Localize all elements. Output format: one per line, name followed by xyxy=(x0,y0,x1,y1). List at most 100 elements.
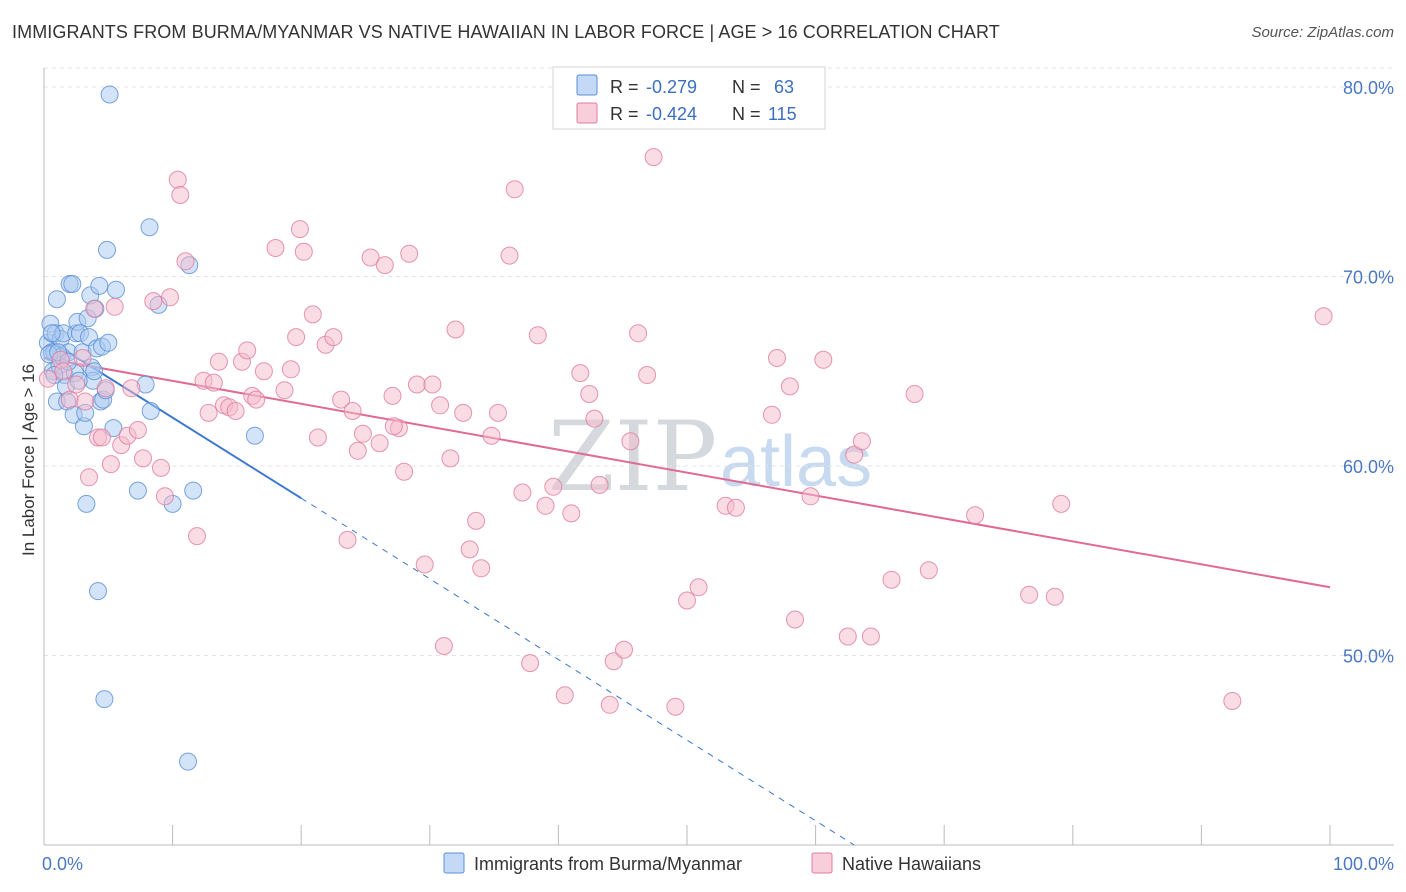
legend-n-label-hawaiian: N = xyxy=(732,104,761,124)
point-hawaiian-112 xyxy=(1020,585,1039,604)
point-hawaiian-101 xyxy=(786,610,804,629)
point-hawaiian-39 xyxy=(266,239,285,257)
point-hawaiian-0 xyxy=(38,369,57,388)
legend: R = -0.279 N = 63 R = -0.424 N = 115 xyxy=(552,66,826,130)
point-hawaiian-105 xyxy=(845,445,864,464)
point-burma-45 xyxy=(128,481,147,500)
point-hawaiian-68 xyxy=(454,403,473,422)
point-hawaiian-79 xyxy=(536,496,555,515)
point-hawaiian-72 xyxy=(482,426,501,445)
point-hawaiian-26 xyxy=(188,527,206,546)
point-hawaiian-42 xyxy=(287,328,306,347)
point-hawaiian-88 xyxy=(604,652,623,671)
point-hawaiian-5 xyxy=(73,349,92,367)
point-hawaiian-92 xyxy=(638,366,657,384)
point-hawaiian-118 xyxy=(384,417,403,436)
point-hawaiian-106 xyxy=(852,432,871,451)
legend-swatch-burma xyxy=(576,74,598,96)
legend-n-value-hawaiian: 115 xyxy=(768,104,797,124)
point-hawaiian-99 xyxy=(762,405,781,424)
point-hawaiian-49 xyxy=(332,390,351,409)
point-hawaiian-20 xyxy=(152,458,170,477)
legend-r-value-burma: -0.279 xyxy=(646,77,697,97)
point-hawaiian-18 xyxy=(134,449,152,468)
bottom-legend-swatch-hawaiian xyxy=(811,852,833,874)
point-burma-52 xyxy=(184,481,203,500)
point-hawaiian-17 xyxy=(128,421,147,439)
point-burma-6 xyxy=(47,290,66,309)
point-hawaiian-67 xyxy=(446,320,465,339)
point-hawaiian-90 xyxy=(621,432,640,451)
chart-title: IMMIGRANTS FROM BURMA/MYANMAR VS NATIVE … xyxy=(12,22,1000,42)
point-hawaiian-7 xyxy=(80,468,98,487)
point-hawaiian-24 xyxy=(171,186,190,204)
point-hawaiian-22 xyxy=(161,288,179,307)
point-hawaiian-55 xyxy=(370,434,389,453)
watermark-atlas: atlas xyxy=(720,422,872,502)
point-hawaiian-4 xyxy=(67,375,86,394)
point-hawaiian-44 xyxy=(294,242,313,261)
point-hawaiian-103 xyxy=(814,350,833,369)
legend-swatch-hawaiian xyxy=(576,102,598,124)
point-burma-41 xyxy=(98,240,116,259)
y-tick-label-50: 50.0% xyxy=(1343,646,1394,666)
trend-line-burma-extension xyxy=(300,497,855,846)
y-tick-label-80: 80.0% xyxy=(1343,78,1394,98)
point-hawaiian-80 xyxy=(544,477,563,496)
legend-r-value-hawaiian: -0.424 xyxy=(646,104,697,124)
legend-box xyxy=(552,66,826,130)
point-hawaiian-110 xyxy=(919,561,938,580)
point-burma-39 xyxy=(95,690,114,709)
point-hawaiian-6 xyxy=(76,392,95,411)
point-hawaiian-63 xyxy=(423,375,442,394)
point-hawaiian-87 xyxy=(600,695,619,714)
point-burma-56 xyxy=(42,324,61,343)
point-hawaiian-52 xyxy=(348,441,367,460)
point-hawaiian-81 xyxy=(555,686,574,705)
x-tick-label-left: 0.0% xyxy=(42,854,83,874)
point-hawaiian-117 xyxy=(768,349,786,367)
point-hawaiian-30 xyxy=(209,352,228,371)
legend-n-label-burma: N = xyxy=(732,77,761,97)
bottom-legend: Immigrants from Burma/Myanmar Native Haw… xyxy=(443,852,981,874)
point-hawaiian-66 xyxy=(441,449,460,468)
point-hawaiian-10 xyxy=(92,428,111,447)
x-tick-label-right: 100.0% xyxy=(1333,854,1394,874)
point-hawaiian-94 xyxy=(666,697,685,716)
point-hawaiian-21 xyxy=(155,487,174,506)
point-hawaiian-54 xyxy=(361,248,380,267)
point-hawaiian-75 xyxy=(505,180,524,199)
point-hawaiian-109 xyxy=(905,385,924,403)
point-hawaiian-57 xyxy=(383,386,402,405)
point-hawaiian-16 xyxy=(122,379,141,398)
point-burma-60 xyxy=(85,362,104,381)
point-hawaiian-60 xyxy=(400,244,419,263)
point-burma-26 xyxy=(77,494,96,513)
point-hawaiian-62 xyxy=(415,555,434,574)
y-tick-label-70: 70.0% xyxy=(1343,267,1394,287)
point-hawaiian-40 xyxy=(275,381,294,400)
point-hawaiian-114 xyxy=(1052,494,1071,513)
point-hawaiian-48 xyxy=(324,328,343,347)
point-hawaiian-41 xyxy=(281,360,300,379)
point-hawaiian-70 xyxy=(467,511,486,530)
point-burma-35 xyxy=(90,276,109,295)
point-hawaiian-85 xyxy=(585,409,604,428)
y-tick-label-60: 60.0% xyxy=(1343,457,1394,477)
point-hawaiian-51 xyxy=(343,402,362,420)
y-tick-labels: 50.0% 60.0% 70.0% 80.0% xyxy=(1343,78,1394,667)
point-hawaiian-78 xyxy=(528,326,547,345)
point-burma-42 xyxy=(100,85,119,104)
legend-r-label-burma: R = xyxy=(610,77,639,97)
legend-r-label-hawaiian: R = xyxy=(610,104,639,124)
source-label: Source: ZipAtlas.com xyxy=(1251,24,1394,41)
point-hawaiian-37 xyxy=(247,390,266,409)
point-hawaiian-35 xyxy=(238,341,257,360)
point-hawaiian-108 xyxy=(882,570,901,589)
point-burma-48 xyxy=(140,218,159,237)
point-hawaiian-11 xyxy=(96,379,115,398)
point-hawaiian-3 xyxy=(60,390,79,409)
bottom-legend-swatch-burma xyxy=(443,852,465,874)
point-hawaiian-61 xyxy=(407,375,426,394)
trend-line-hawaiian xyxy=(43,356,1331,589)
